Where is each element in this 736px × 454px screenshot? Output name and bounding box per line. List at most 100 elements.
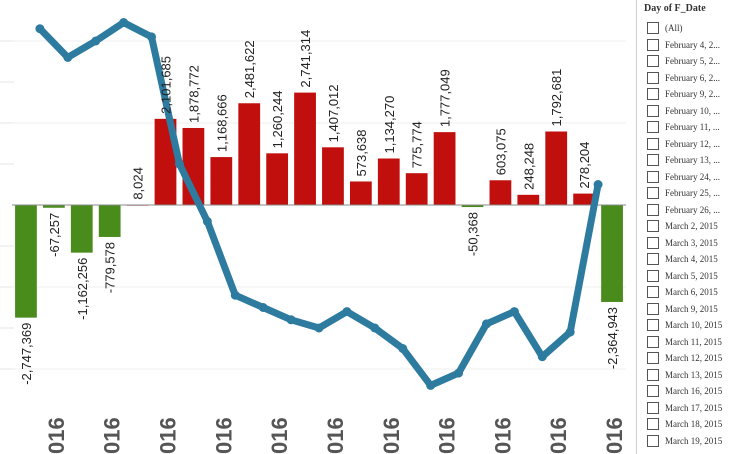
bar-value-label: 1,878,772 — [186, 65, 201, 123]
bar-value-label: -779,578 — [103, 242, 118, 293]
filter-item-label: March 13, 2015 — [665, 369, 723, 380]
line-point — [91, 36, 101, 46]
filter-item-label: February 13, ... — [665, 155, 720, 165]
filter-item[interactable]: February 13, ... — [647, 152, 736, 168]
bar — [42, 205, 65, 208]
line-point — [174, 159, 184, 169]
filter-checkbox[interactable] — [647, 319, 659, 331]
filter-checkbox[interactable] — [647, 269, 659, 282]
bar — [517, 194, 540, 205]
filter-item[interactable]: February 10, ... — [647, 103, 736, 119]
filter-item[interactable]: March 12, 2015 — [647, 350, 736, 366]
bar — [545, 131, 568, 205]
x-tick-label: 016 — [435, 417, 460, 454]
filter-item[interactable]: February 6, 2... — [647, 70, 736, 86]
filter-checkbox[interactable] — [647, 286, 659, 298]
filter-item[interactable]: March 10, 2015 — [647, 317, 736, 333]
x-tick-label: 016 — [267, 417, 292, 454]
filter-item-label: February 26, ... — [665, 204, 720, 215]
bar — [15, 205, 37, 318]
bar — [98, 205, 121, 237]
filter-item[interactable]: February 26, ... — [647, 202, 736, 218]
filter-item[interactable]: March 4, 2015 — [647, 251, 736, 267]
filter-item[interactable]: March 5, 2015 — [647, 268, 736, 284]
filter-item[interactable]: March 6, 2015 — [647, 284, 736, 300]
line-point — [342, 307, 352, 317]
line-point — [119, 18, 129, 28]
bar-value-label: -1,162,256 — [75, 258, 90, 320]
filter-checkbox[interactable] — [647, 104, 659, 117]
filter-item[interactable]: February 12, ... — [647, 136, 736, 152]
bar-value-label: 1,260,244 — [270, 90, 285, 148]
filter-item-label: March 18, 2015 — [665, 419, 723, 429]
filter-checkbox[interactable] — [647, 55, 659, 67]
bar-value-label: 1,168,666 — [214, 94, 229, 152]
line-point — [314, 323, 324, 333]
filter-item-label: March 11, 2015 — [665, 336, 722, 347]
filter-checkbox[interactable] — [647, 335, 659, 348]
filter-item-label: February 9, 2... — [665, 89, 720, 99]
filter-checkbox[interactable] — [647, 401, 659, 414]
filter-title: Day of F_Date — [644, 3, 706, 14]
filter-checkbox[interactable] — [647, 22, 659, 34]
filter-checkbox[interactable] — [647, 253, 659, 265]
filter-checkbox[interactable] — [647, 368, 659, 381]
bar — [238, 103, 261, 205]
filter-checkbox[interactable] — [647, 220, 659, 232]
bar — [601, 205, 623, 302]
filter-item[interactable]: February 25, ... — [647, 185, 736, 201]
filter-item[interactable]: March 9, 2015 — [647, 301, 736, 317]
bar — [70, 205, 93, 253]
filter-checkbox[interactable] — [647, 434, 659, 447]
bar-value-label: 248,248 — [521, 143, 536, 190]
filter-checkbox[interactable] — [647, 154, 659, 166]
filter-checkbox[interactable] — [647, 352, 659, 364]
filter-checkbox[interactable] — [647, 236, 659, 249]
filter-item-label: February 24, ... — [665, 171, 720, 182]
filter-item[interactable]: March 18, 2015 — [647, 416, 736, 432]
filter-item-label: March 6, 2015 — [665, 287, 718, 297]
filter-checkbox[interactable] — [647, 38, 659, 51]
filter-checkbox[interactable] — [647, 137, 659, 150]
line-point — [509, 307, 519, 317]
bar-value-label: 775,774 — [410, 121, 425, 168]
chart-area: -2,747,369 -67,257 -1,162,256 -779,578 8,024… — [0, 18, 627, 454]
filter-checkbox[interactable] — [647, 170, 659, 183]
filter-item-label: February 25, ... — [665, 188, 720, 198]
filter-item[interactable]: February 5, 2... — [647, 53, 736, 69]
filter-checkbox[interactable] — [647, 418, 659, 430]
line-point — [202, 216, 212, 226]
filter-item[interactable]: February 4, 2... — [647, 37, 736, 53]
filter-item[interactable]: February 24, ... — [647, 169, 736, 185]
filter-item[interactable]: (All) — [647, 20, 736, 36]
filter-item[interactable]: February 11, ... — [647, 119, 736, 135]
filter-panel: Day of F_Date (All) February 4, 2... Febru… — [636, 0, 736, 454]
filter-item-label: March 9, 2015 — [665, 303, 718, 314]
x-tick-label: 016 — [546, 417, 571, 454]
filter-checkbox[interactable] — [647, 385, 659, 397]
filter-item[interactable]: March 16, 2015 — [647, 383, 736, 399]
filter-item[interactable]: March 2, 2015 — [647, 218, 736, 234]
filter-item-label: February 12, ... — [665, 138, 720, 149]
filter-checkbox[interactable] — [647, 71, 659, 84]
filter-item[interactable]: March 13, 2015 — [647, 367, 736, 383]
filter-item-label: March 17, 2015 — [665, 402, 723, 413]
line-point — [426, 380, 436, 390]
filter-item[interactable]: March 19, 2015 — [647, 433, 736, 449]
filter-checkbox[interactable] — [647, 302, 659, 315]
filter-item[interactable]: March 17, 2015 — [647, 400, 736, 416]
x-tick-label: 016 — [602, 417, 627, 454]
line-point — [63, 52, 73, 62]
filter-item[interactable]: March 11, 2015 — [647, 334, 736, 350]
bar-value-label: 8,024 — [131, 167, 146, 200]
x-tick-label: 016 — [44, 417, 69, 454]
filter-checkbox[interactable] — [647, 88, 659, 100]
line-point — [370, 323, 380, 333]
filter-checkbox[interactable] — [647, 121, 659, 133]
filter-item-label: March 10, 2015 — [665, 320, 723, 330]
filter-checkbox[interactable] — [647, 203, 659, 216]
filter-item[interactable]: March 3, 2015 — [647, 235, 736, 251]
bar-value-label: 1,792,681 — [549, 69, 564, 127]
filter-item[interactable]: February 9, 2... — [647, 86, 736, 102]
filter-checkbox[interactable] — [647, 187, 659, 199]
